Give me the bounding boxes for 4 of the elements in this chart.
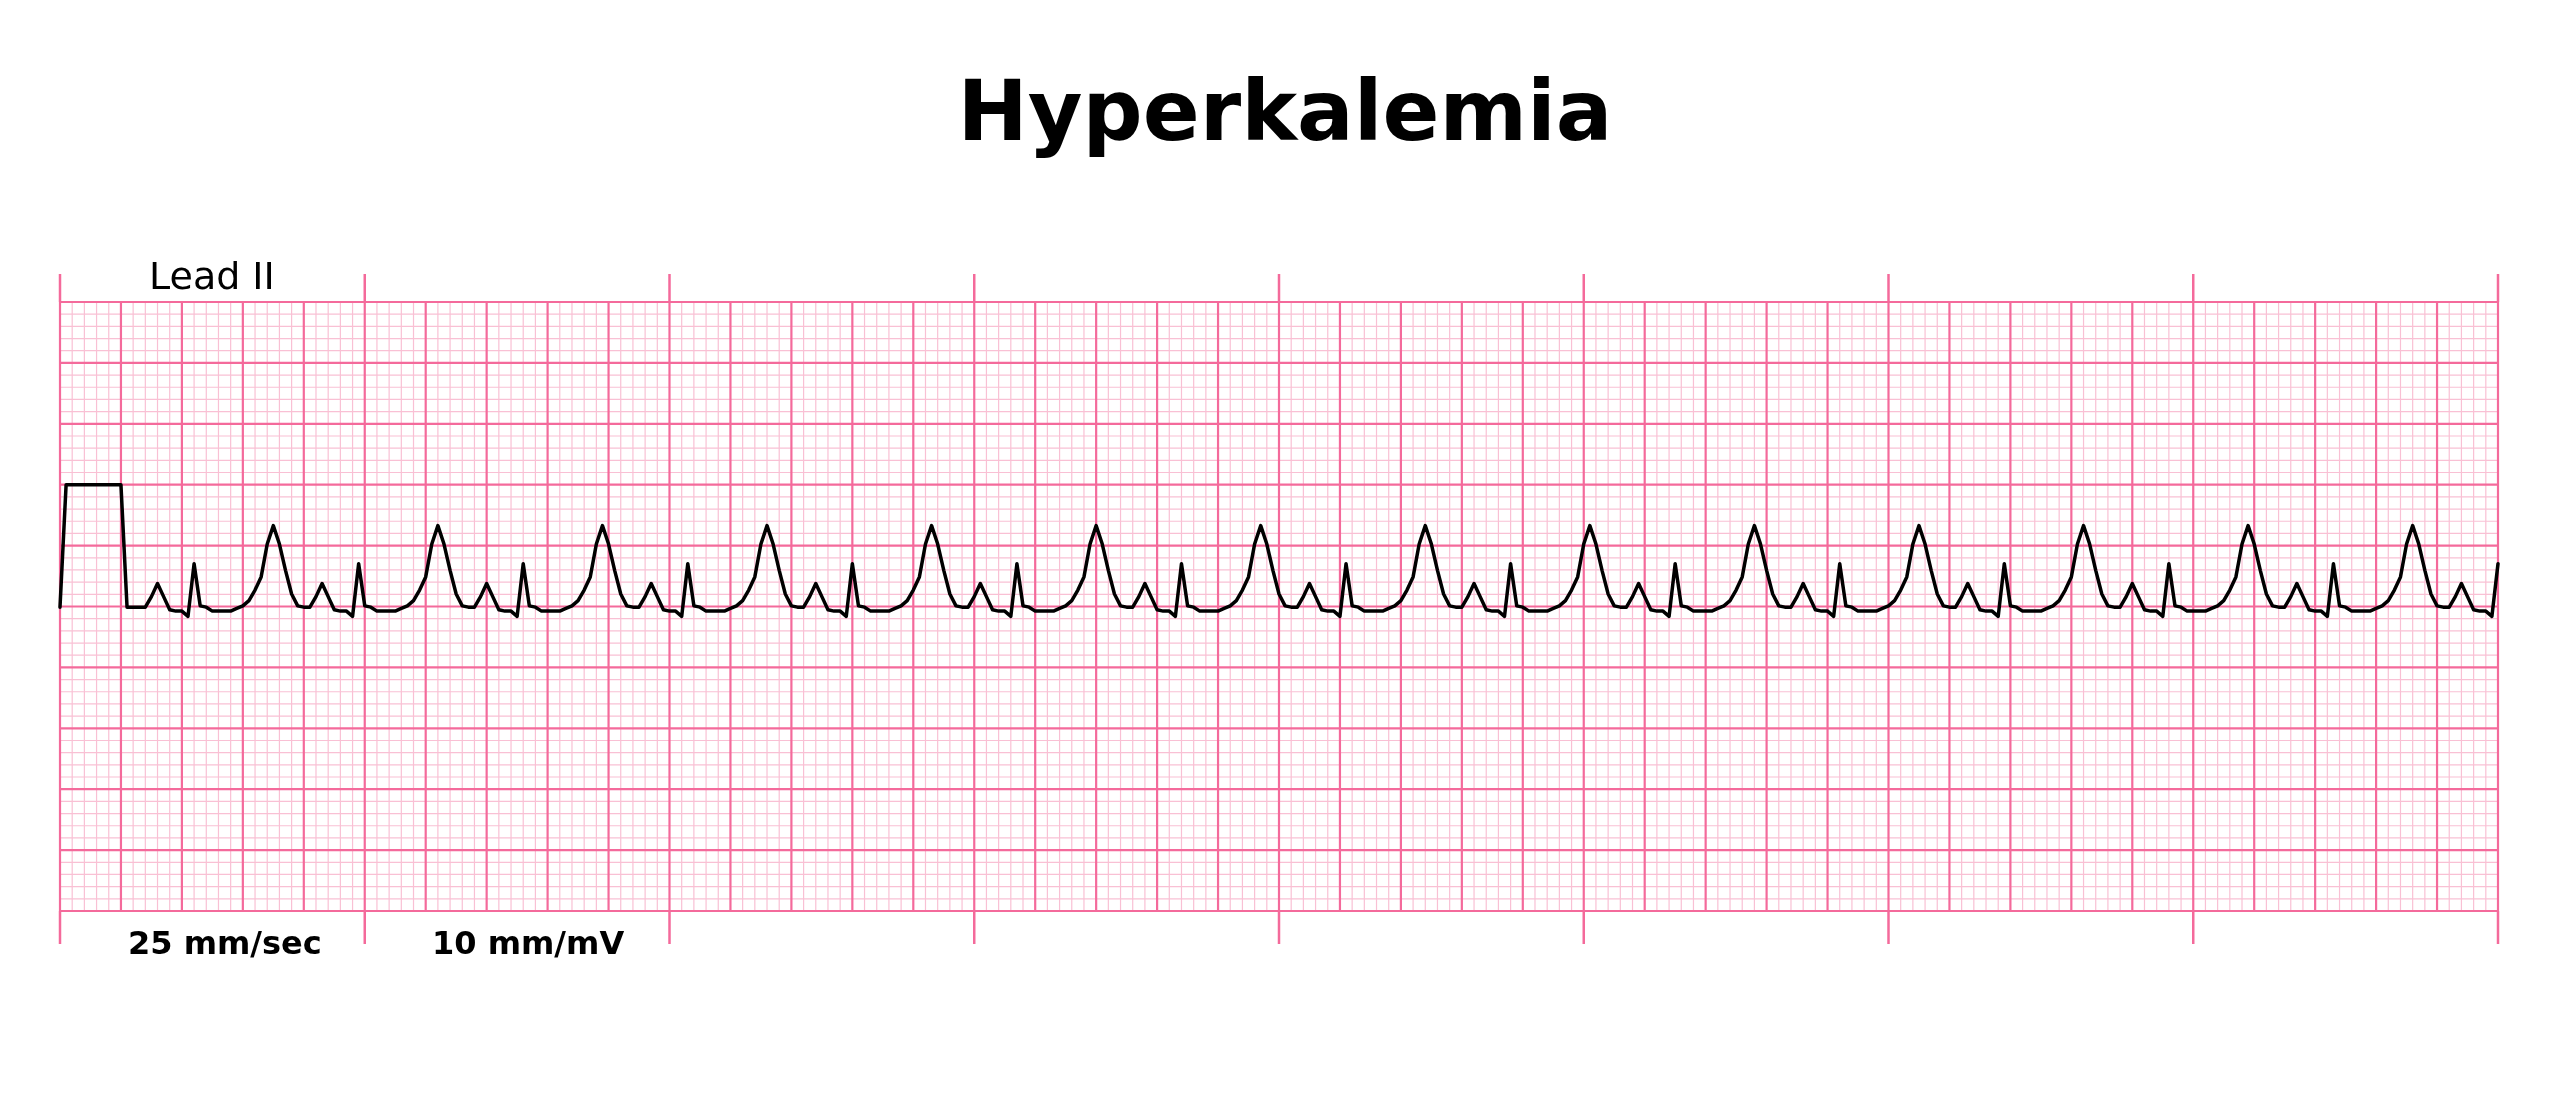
text: Lead II <box>149 254 275 298</box>
chart-title: Hyperkalemia <box>957 62 1613 160</box>
text: 10 mm/mV <box>432 924 625 962</box>
text: 25 mm/sec <box>128 924 322 962</box>
